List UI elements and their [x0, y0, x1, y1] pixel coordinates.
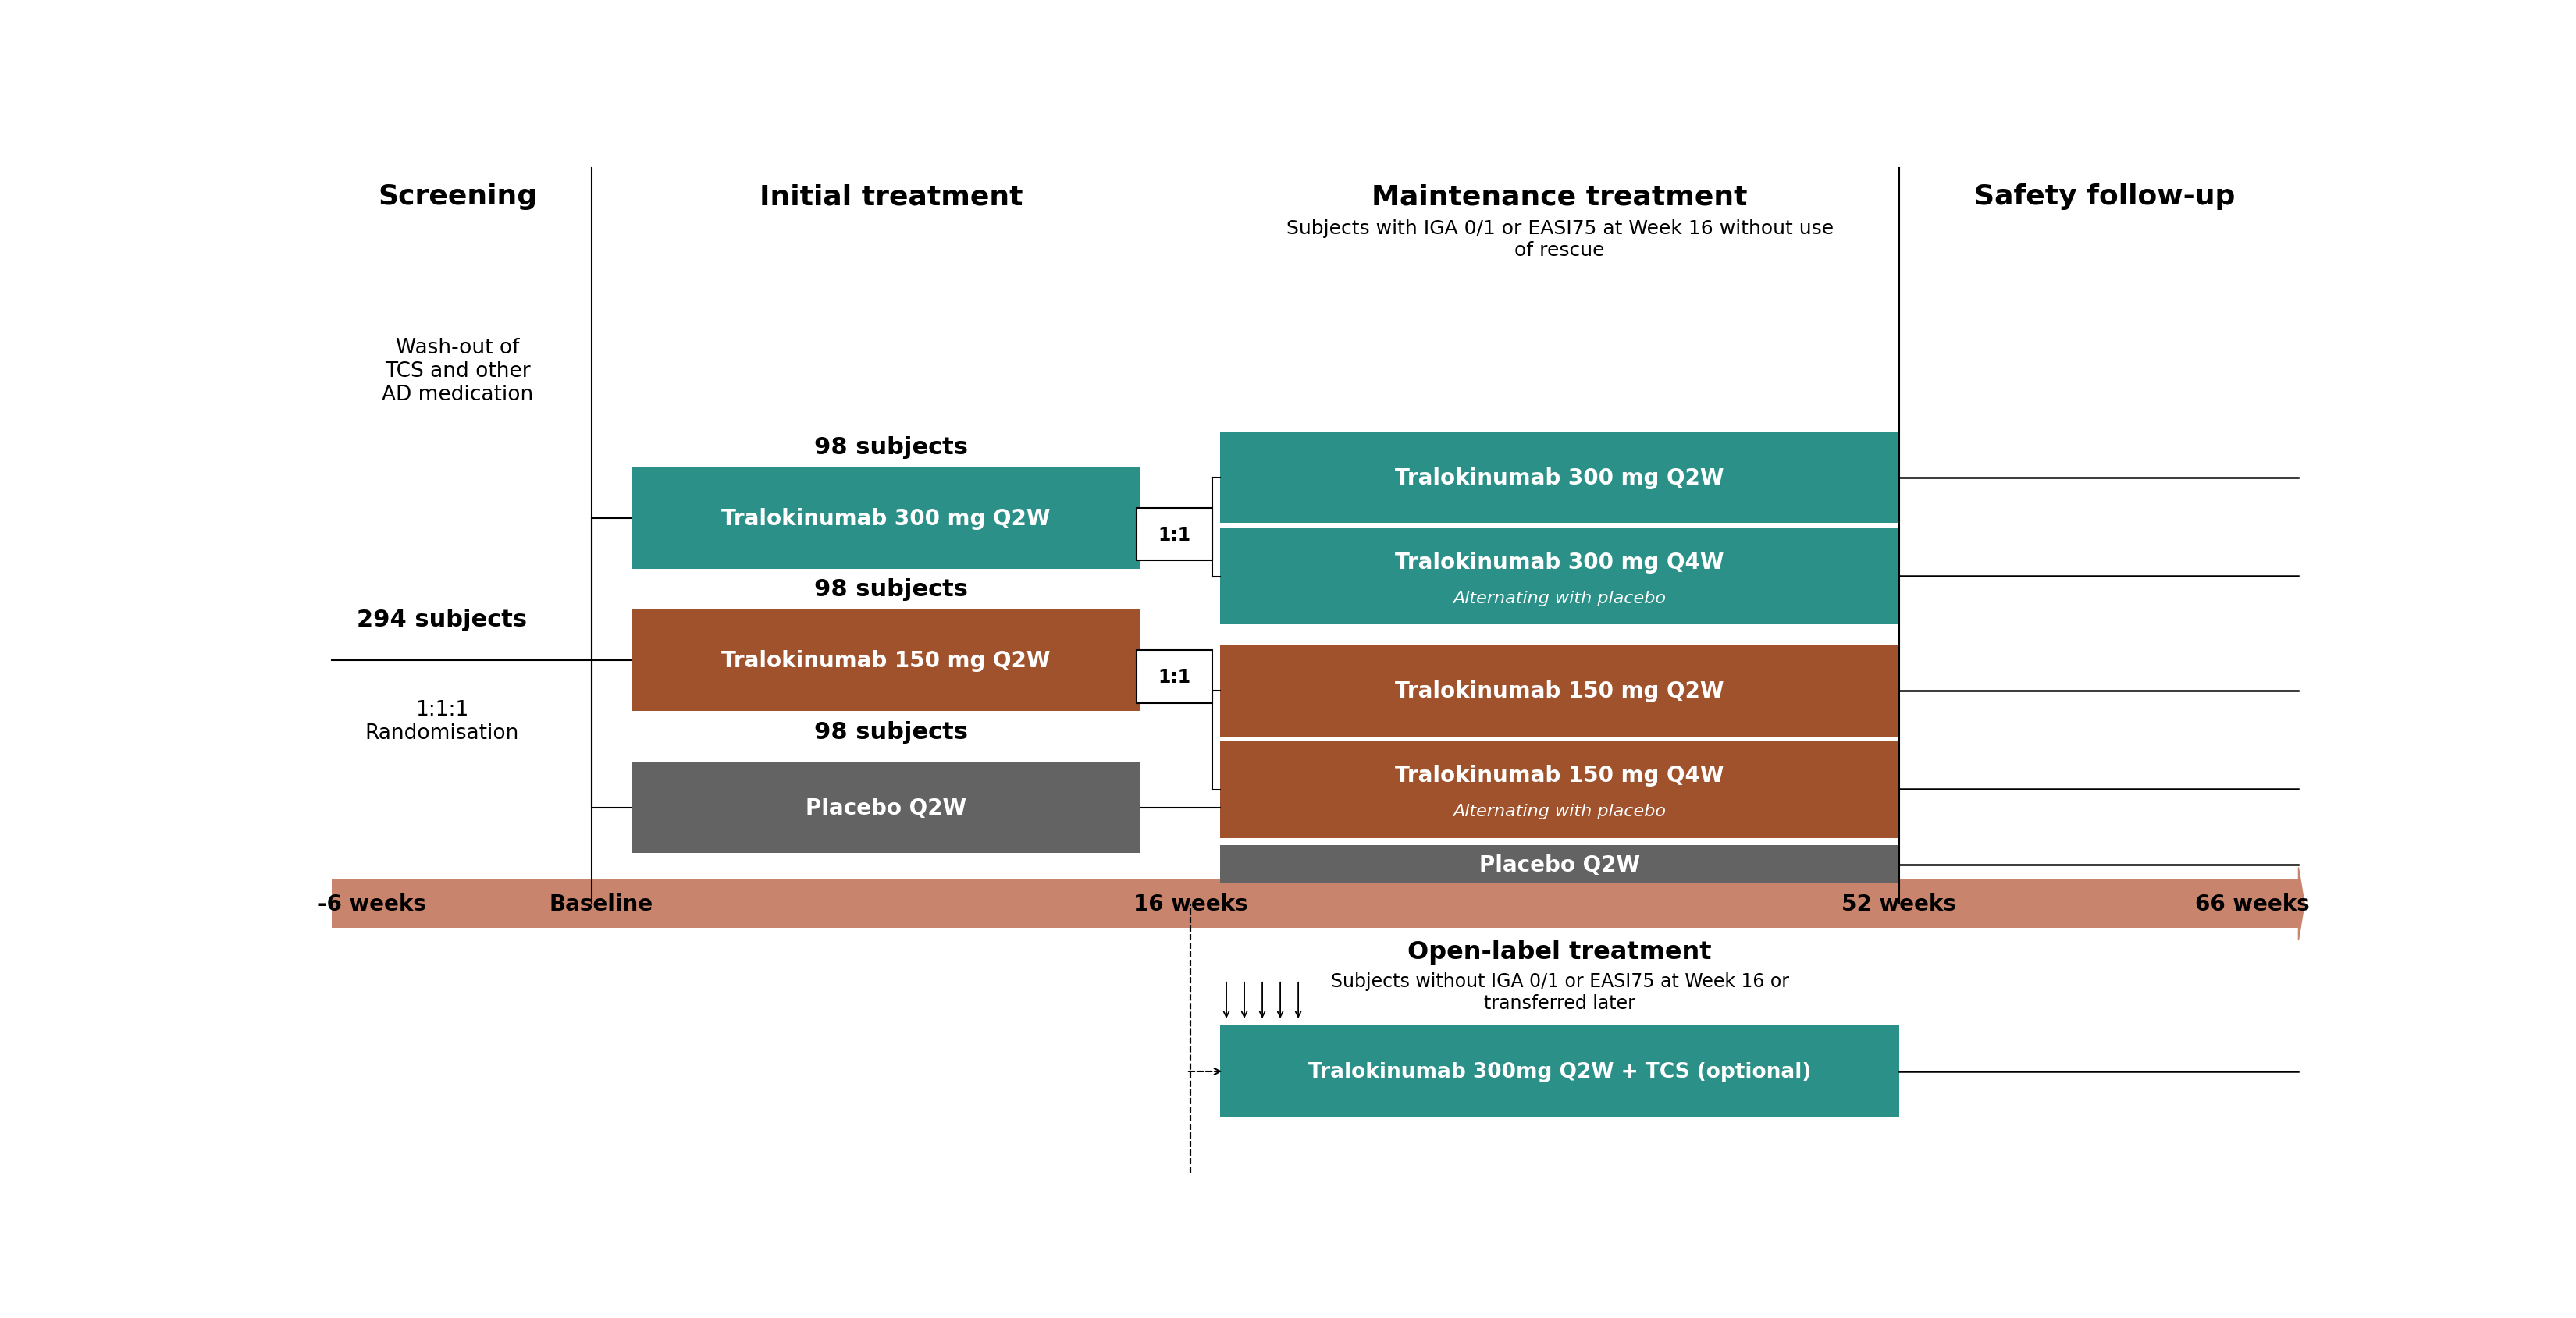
FancyBboxPatch shape	[1221, 742, 1899, 838]
FancyBboxPatch shape	[1221, 529, 1899, 625]
Text: -6 weeks: -6 weeks	[317, 894, 425, 915]
Text: Safety follow-up: Safety follow-up	[1973, 183, 2236, 210]
FancyBboxPatch shape	[631, 610, 1141, 712]
Text: Initial treatment: Initial treatment	[760, 183, 1023, 210]
Text: Tralokinumab 150 mg Q2W: Tralokinumab 150 mg Q2W	[721, 650, 1051, 671]
FancyBboxPatch shape	[1221, 432, 1899, 523]
Text: Screening: Screening	[379, 183, 538, 210]
Text: Tralokinumab 300 mg Q4W: Tralokinumab 300 mg Q4W	[1396, 551, 1723, 573]
Polygon shape	[2298, 867, 2306, 941]
Text: 16 weeks: 16 weeks	[1133, 894, 1247, 915]
Text: Subjects without IGA 0/1 or EASI75 at Week 16 or
transferred later: Subjects without IGA 0/1 or EASI75 at We…	[1332, 973, 1788, 1012]
Text: Subjects with IGA 0/1 or EASI75 at Week 16 without use
of rescue: Subjects with IGA 0/1 or EASI75 at Week …	[1285, 219, 1834, 260]
FancyBboxPatch shape	[1221, 845, 1899, 884]
Text: Placebo Q2W: Placebo Q2W	[806, 797, 966, 818]
FancyBboxPatch shape	[631, 762, 1141, 853]
Text: Tralokinumab 300 mg Q2W: Tralokinumab 300 mg Q2W	[1396, 467, 1723, 489]
Text: Open-label treatment: Open-label treatment	[1406, 940, 1713, 963]
FancyBboxPatch shape	[1136, 650, 1213, 702]
FancyBboxPatch shape	[1221, 1025, 1899, 1118]
Text: 1:1:1
Randomisation: 1:1:1 Randomisation	[366, 700, 518, 743]
Text: 98 subjects: 98 subjects	[814, 720, 969, 743]
Text: 98 subjects: 98 subjects	[814, 436, 969, 459]
Text: Tralokinumab 150 mg Q2W: Tralokinumab 150 mg Q2W	[1396, 680, 1723, 702]
Text: Tralokinumab 300 mg Q2W: Tralokinumab 300 mg Q2W	[721, 507, 1051, 530]
Text: 66 weeks: 66 weeks	[2195, 894, 2311, 915]
Text: Tralokinumab 150 mg Q4W: Tralokinumab 150 mg Q4W	[1396, 764, 1723, 787]
Text: Placebo Q2W: Placebo Q2W	[1479, 854, 1641, 875]
FancyBboxPatch shape	[631, 468, 1141, 569]
Text: Baseline: Baseline	[549, 894, 654, 915]
FancyBboxPatch shape	[332, 879, 2298, 928]
Text: 52 weeks: 52 weeks	[1842, 894, 1958, 915]
Text: Alternating with placebo: Alternating with placebo	[1453, 590, 1667, 606]
FancyBboxPatch shape	[1136, 509, 1213, 561]
Text: 98 subjects: 98 subjects	[814, 579, 969, 601]
Text: 294 subjects: 294 subjects	[355, 609, 528, 631]
Text: 1:1: 1:1	[1159, 526, 1190, 544]
Text: 1:1: 1:1	[1159, 667, 1190, 687]
Text: Maintenance treatment: Maintenance treatment	[1373, 183, 1747, 210]
Text: Wash-out of
TCS and other
AD medication: Wash-out of TCS and other AD medication	[381, 337, 533, 405]
Text: Alternating with placebo: Alternating with placebo	[1453, 804, 1667, 818]
Text: Tralokinumab 300mg Q2W + TCS (optional): Tralokinumab 300mg Q2W + TCS (optional)	[1309, 1061, 1811, 1082]
FancyBboxPatch shape	[1221, 646, 1899, 737]
